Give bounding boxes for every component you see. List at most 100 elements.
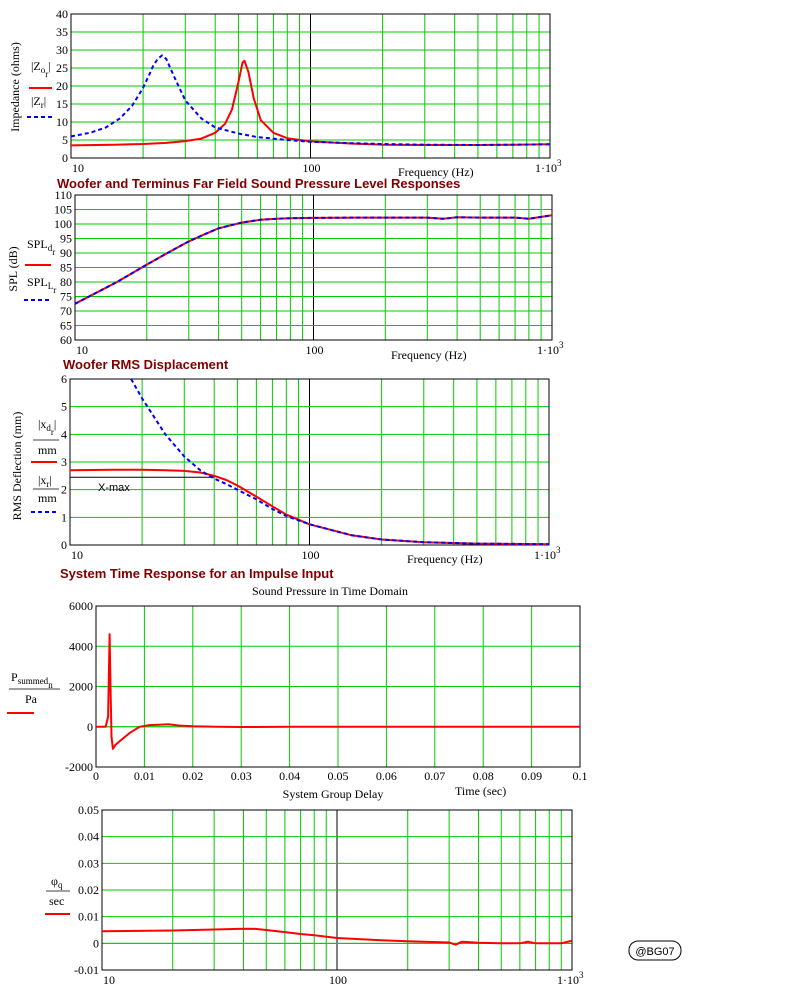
- spl-xlabel: Frequency (Hz): [391, 348, 467, 362]
- displacement-legend: |xdr| mm |xr| mm: [31, 417, 59, 513]
- plot-frame: [101, 809, 573, 971]
- y-tick-label: 3: [61, 455, 67, 469]
- delay-legend: φq sec: [45, 874, 70, 915]
- x-tick-label: 10: [103, 973, 115, 987]
- y-tick-label: 6000: [69, 599, 93, 613]
- group-delay-chart: -0.01 0 0.01 0.02 0.03 0.04 0.05 10 100 1·103: [74, 803, 584, 987]
- y-tick-label: 0.05: [78, 803, 99, 817]
- watermark-badge: @BG07: [628, 940, 682, 961]
- series-line-0: [70, 59, 551, 147]
- y-tick-label: 70: [60, 304, 72, 318]
- y-tick-label: 75: [60, 290, 72, 304]
- displacement-chart: 0 1 2 3 4 5 6 10 100 1·103 X-max: [61, 372, 561, 562]
- y-tick-label: 85: [60, 261, 72, 275]
- y-tick-label: -2000: [65, 760, 93, 774]
- time-heading: System Time Response for an Impulse Inpu…: [60, 566, 334, 581]
- y-tick-label: -0.01: [74, 963, 99, 977]
- y-tick-label: 0: [62, 151, 68, 165]
- time-xlabel: Time (sec): [455, 784, 506, 798]
- x-tick-label: 0.02: [182, 769, 203, 783]
- y-tick-label: 0: [61, 538, 67, 552]
- x-tick-label: 1·103: [535, 158, 562, 175]
- y-tick-label: 4: [61, 427, 67, 441]
- legend-xd-den: mm: [38, 443, 57, 457]
- y-tick-label: 10: [56, 115, 68, 129]
- impedance-chart: 0 5 10 15 20 25 30 35 40 10 100 1·103: [56, 7, 562, 175]
- plot-frame: [69, 378, 550, 546]
- series-line-1: [70, 54, 551, 146]
- y-tick-label: 65: [60, 319, 72, 333]
- y-tick-label: 6: [61, 372, 67, 386]
- x-tick-label: 10: [72, 161, 84, 175]
- x-tick-label: 100: [306, 343, 324, 357]
- y-tick-label: 0: [87, 720, 93, 734]
- series-line-1: [74, 214, 553, 305]
- y-tick-label: 95: [60, 232, 72, 246]
- x-tick-label: 1·103: [537, 340, 564, 357]
- series-line-0: [101, 927, 573, 946]
- y-tick-label: 25: [56, 61, 68, 75]
- x-tick-label: 0.05: [328, 769, 349, 783]
- displacement-ylabel: RMS Deflection (mm): [10, 412, 24, 521]
- y-tick-label: 15: [56, 97, 68, 111]
- plot-frame: [74, 194, 553, 341]
- x-tick-label: 10: [76, 343, 88, 357]
- y-tick-label: 30: [56, 43, 68, 57]
- y-tick-label: 105: [54, 203, 72, 217]
- y-tick-label: 5: [61, 400, 67, 414]
- legend-xd-text: |xdr|: [38, 417, 56, 437]
- legend-z-text: |Zr|: [31, 94, 46, 110]
- plot-frame: [95, 605, 581, 768]
- time-legend: Psummedn Pa: [7, 670, 60, 714]
- displacement-heading: Woofer RMS Displacement: [63, 357, 229, 372]
- xmax-label: X-max: [98, 482, 130, 494]
- legend-phi-den: sec: [49, 894, 64, 908]
- y-tick-label: 80: [60, 275, 72, 289]
- x-tick-label: 0.07: [424, 769, 445, 783]
- spl-ylabel: SPL (dB): [6, 246, 20, 291]
- y-tick-label: 40: [56, 7, 68, 21]
- series-line-0: [96, 633, 580, 750]
- y-tick-label: 2: [61, 483, 67, 497]
- impedance-xlabel: Frequency (Hz): [398, 165, 474, 179]
- legend-zo-text: |Zor|: [31, 59, 51, 79]
- x-tick-label: 100: [303, 161, 321, 175]
- impedance-ylabel: Impedance (ohms): [8, 42, 22, 132]
- spl-heading: Woofer and Terminus Far Field Sound Pres…: [57, 176, 460, 191]
- x-tick-label: 10: [71, 548, 83, 562]
- y-tick-label: 1: [61, 510, 67, 524]
- y-tick-label: 110: [54, 188, 72, 202]
- spl-legend: SPLdr SPLLr: [24, 237, 56, 301]
- legend-x-text: |xr|: [38, 473, 52, 489]
- legend-p-den: Pa: [25, 692, 38, 706]
- y-tick-label: 4000: [69, 639, 93, 653]
- x-tick-label: 1·103: [557, 970, 584, 987]
- y-tick-label: 90: [60, 246, 72, 260]
- x-tick-label: 0.04: [279, 769, 300, 783]
- x-tick-label: 0.09: [521, 769, 542, 783]
- x-tick-label: 0.03: [231, 769, 252, 783]
- y-tick-label: 20: [56, 79, 68, 93]
- x-tick-label: 0.06: [376, 769, 397, 783]
- y-tick-label: 2000: [69, 680, 93, 694]
- legend-spld-text: SPLdr: [27, 237, 55, 257]
- time-chart-title: Sound Pressure in Time Domain: [252, 584, 408, 598]
- watermark-text: @BG07: [635, 946, 674, 958]
- x-tick-label: 100: [302, 548, 320, 562]
- x-tick-label: 0.08: [473, 769, 494, 783]
- y-tick-label: 0.02: [78, 883, 99, 897]
- x-tick-label: 0.01: [134, 769, 155, 783]
- displacement-xlabel: Frequency (Hz): [407, 552, 483, 566]
- y-tick-label: 60: [60, 333, 72, 347]
- y-tick-label: 0.01: [78, 910, 99, 924]
- legend-phi-text: φq: [51, 874, 63, 890]
- x-tick-label: 0.1: [573, 769, 588, 783]
- y-tick-label: 0: [93, 936, 99, 950]
- x-tick-label: 0: [93, 769, 99, 783]
- legend-p-text: Psummedn: [11, 670, 53, 690]
- y-tick-label: 5: [62, 133, 68, 147]
- legend-x-den: mm: [38, 491, 57, 505]
